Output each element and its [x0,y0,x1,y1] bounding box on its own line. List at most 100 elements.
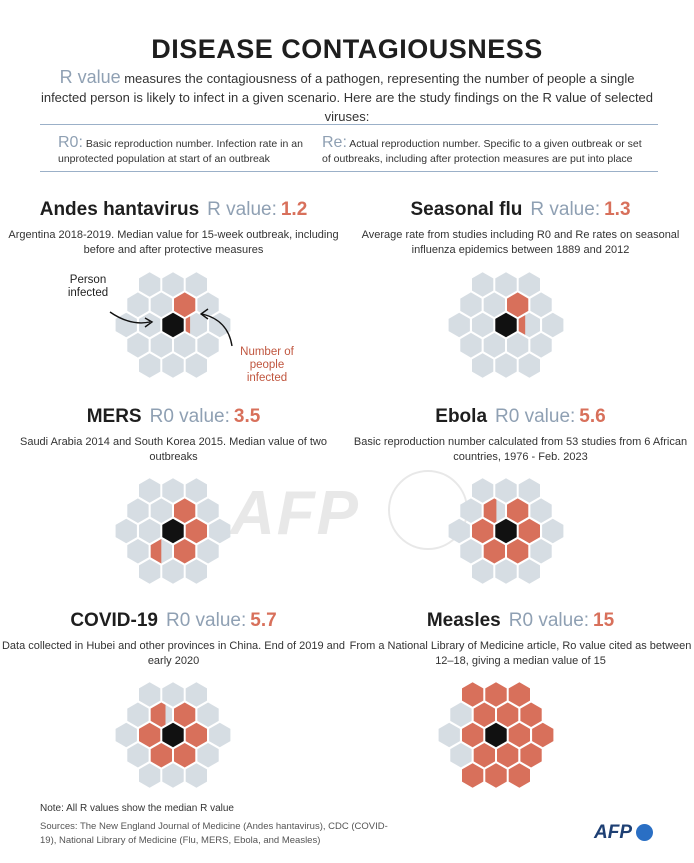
healthy-hex [209,518,231,544]
re-symbol: Re: [322,134,347,151]
infected-hex [150,743,172,768]
infected-hex [485,763,507,788]
healthy-hex [483,332,505,358]
partial-infected-hex [185,316,191,334]
r-label: R value: [207,199,277,220]
r0-symbol: R0: [58,134,83,151]
afp-logo: AFP [594,822,632,843]
hex-grid-0 [115,272,231,378]
rvalue-label: R value [59,67,121,87]
healthy-hex [162,682,184,707]
hex-grid-5 [438,682,554,788]
healthy-hex [150,292,172,318]
partial-infected-hex [150,702,166,727]
infected-hex [174,539,196,564]
arrow-number-infected [201,313,233,347]
source-case-hex [162,312,184,338]
healthy-hex [139,272,161,297]
infected-hex [507,292,529,318]
r0-definition: R0: Basic reproduction number. Infection… [58,135,358,167]
healthy-hex [460,539,482,564]
healthy-hex [197,539,219,564]
healthy-hex [185,763,207,788]
hex-grid-4 [115,682,231,788]
intro-text: R value measures the contagiousness of a… [40,68,654,126]
healthy-hex [197,498,219,523]
healthy-hex [495,559,517,584]
source-case-hex [485,722,507,748]
panel-desc-hantavirus: Argentina 2018-2019. Median value for 15… [8,229,339,256]
healthy-hex [139,353,161,378]
r-value: 15 [593,610,615,631]
hex-grid-3 [448,478,564,584]
healthy-hex [438,722,460,748]
healthy-hex [472,478,494,503]
healthy-hex [127,332,149,358]
healthy-hex [483,292,505,318]
infected-hex [520,702,542,727]
healthy-hex [115,518,137,544]
healthy-hex [162,478,184,503]
partial-infected-hex [483,498,497,523]
panel-title-ebola: Ebola R0 value: 5.6 [347,406,694,428]
healthy-hex [174,332,196,358]
healthy-hex [472,272,494,297]
healthy-hex [139,559,161,584]
infected-hex [462,722,484,748]
partial-infected-hex [518,315,526,335]
source-case-hex [495,518,517,544]
infected-hex [139,722,161,748]
healthy-hex [530,539,552,564]
panel-title-covid: COVID-19 R0 value: 5.7 [0,610,347,632]
healthy-hex [209,312,231,338]
sources-text: Sources: The New England Journal of Medi… [40,821,388,846]
healthy-hex [185,682,207,707]
healthy-hex [162,763,184,788]
infected-hex [508,722,530,748]
healthy-hex [185,353,207,378]
healthy-hex [127,498,149,523]
r-value: 3.5 [233,406,261,427]
afp-logo-dot [636,824,653,841]
healthy-hex [460,498,482,523]
healthy-hex [139,312,161,338]
annotation-number-infected: Number of people infected [232,346,302,385]
healthy-hex [150,498,172,523]
panel-title-hantavirus: Andes hantavirus R value: 1.2 [0,199,347,221]
hex-grid-1 [448,272,564,378]
healthy-hex [460,332,482,358]
healthy-hex [185,312,207,338]
r-label: R0 value: [165,610,247,631]
healthy-hex [162,559,184,584]
healthy-hex [197,702,219,727]
healthy-hex [518,478,540,503]
healthy-hex [530,332,552,358]
healthy-hex [115,722,137,748]
healthy-hex [209,722,231,748]
source-case-hex [162,518,184,544]
healthy-hex [448,312,470,338]
healthy-hex [472,559,494,584]
healthy-hex [530,498,552,523]
infected-hex [497,702,519,727]
infected-hex [508,763,530,788]
panel-desc-flu: Average rate from studies including R0 a… [361,229,680,256]
panel-name: Ebola [435,406,488,427]
annotation-person-infected: Person infected [58,274,118,300]
healthy-hex [460,292,482,318]
infected-hex [508,682,530,707]
infected-hex [472,518,494,544]
page-title: DISEASE CONTAGIOUSNESS [151,34,543,64]
infected-hex [532,722,554,748]
healthy-hex [150,332,172,358]
healthy-hex [139,518,161,544]
infected-hex [497,743,519,768]
infected-hex [185,722,207,748]
panel-name: MERS [86,406,142,427]
healthy-hex [139,478,161,503]
hex-grid-2 [115,478,231,584]
panel-title-mers: MERS R0 value: 3.5 [0,406,347,428]
panel-name: Measles [426,610,501,631]
healthy-hex [127,292,149,318]
re-text: Actual reproduction number. Specific to … [322,138,642,165]
